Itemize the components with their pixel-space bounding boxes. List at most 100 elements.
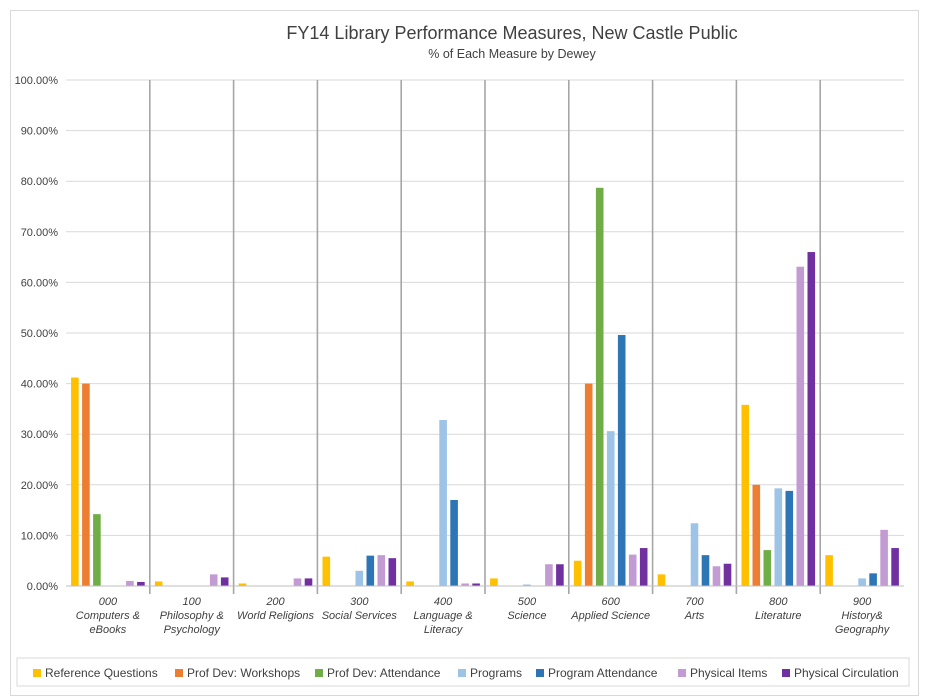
legend-swatch xyxy=(678,669,686,677)
x-tick-line: Arts xyxy=(684,610,705,622)
bar xyxy=(858,578,866,586)
bar xyxy=(490,578,498,586)
legend: Reference Questions Prof Dev: Workshops Pr… xyxy=(16,657,910,687)
legend-label: Program Attendance xyxy=(548,666,658,680)
legend-swatch xyxy=(175,669,183,677)
x-tick-label: 100 Philosophy & Psychology xyxy=(160,596,224,636)
x-tick-line: Language & xyxy=(413,610,472,622)
bar xyxy=(752,484,761,586)
x-tick-line: 300 xyxy=(350,596,369,608)
x-tick-line: History& xyxy=(841,610,883,622)
legend-label: Prof Dev: Workshops xyxy=(187,666,300,680)
bar xyxy=(891,548,899,586)
x-tick-line: 500 xyxy=(518,596,537,608)
bar xyxy=(796,266,805,586)
x-tick-line: Psychology xyxy=(164,624,222,636)
x-tick-line: Applied Science xyxy=(570,610,650,622)
x-tick-label: 300 Social Services xyxy=(322,596,398,622)
bar xyxy=(304,578,313,586)
bar xyxy=(388,558,397,586)
y-tick-label: 70.00% xyxy=(21,227,59,239)
bar xyxy=(154,581,163,586)
bar xyxy=(461,583,469,586)
category-separators xyxy=(149,80,822,594)
legend-label: Prof Dev: Attendance xyxy=(327,666,441,680)
bar xyxy=(869,573,877,586)
y-tick-label: 40.00% xyxy=(21,379,59,391)
y-tick-label: 80.00% xyxy=(21,176,59,188)
bar xyxy=(690,523,699,586)
y-tick-label: 90.00% xyxy=(21,126,59,138)
bar xyxy=(723,563,732,586)
bar xyxy=(126,580,134,586)
bar xyxy=(71,377,79,586)
bar xyxy=(595,187,604,586)
bar xyxy=(701,555,710,586)
bar xyxy=(377,555,386,586)
bar xyxy=(763,550,772,586)
y-tick-label: 30.00% xyxy=(21,429,59,441)
x-tick-line: eBooks xyxy=(90,624,127,636)
x-tick-label: 600 Applied Science xyxy=(570,596,650,622)
x-tick-line: 400 xyxy=(434,596,453,608)
bar xyxy=(606,431,615,586)
x-tick-line: Science xyxy=(507,610,546,622)
bars xyxy=(71,187,899,587)
bar xyxy=(220,577,229,586)
x-tick-line: Social Services xyxy=(322,610,398,622)
x-tick-line: 100 xyxy=(183,596,202,608)
bar xyxy=(617,335,626,586)
bar xyxy=(825,555,833,586)
bar xyxy=(355,570,364,586)
x-tick-line: Literacy xyxy=(424,624,464,636)
x-axis: 000 Computers & eBooks 100 Philosophy & Psych… xyxy=(66,585,904,636)
x-tick-label: 700 Arts xyxy=(684,596,705,622)
y-tick-label: 100.00% xyxy=(15,75,59,87)
x-tick-line: Philosophy & xyxy=(160,610,224,622)
bar xyxy=(573,560,582,586)
x-tick-label: 200 World Religions xyxy=(237,596,315,622)
legend-swatch xyxy=(33,669,41,677)
bar xyxy=(628,554,637,586)
bar xyxy=(82,383,90,586)
y-tick-label: 50.00% xyxy=(21,328,59,340)
y-tick-label: 0.00% xyxy=(27,581,58,593)
x-tick-line: Geography xyxy=(835,624,891,636)
legend-swatch xyxy=(315,669,323,677)
x-tick-line: World Religions xyxy=(237,610,315,622)
bar xyxy=(712,566,721,586)
y-tick-label: 10.00% xyxy=(21,530,59,542)
bar xyxy=(880,529,888,586)
legend-label: Programs xyxy=(470,666,522,680)
chart-subtitle: % of Each Measure by Dewey xyxy=(428,47,596,61)
bar xyxy=(774,488,783,586)
legend-label: Reference Questions xyxy=(45,666,158,680)
bar xyxy=(439,420,447,586)
y-axis: 0.00% 10.00% 20.00% 30.00% 40.00% 50.00% 60.00… xyxy=(15,75,59,593)
legend-swatch xyxy=(782,669,790,677)
bar xyxy=(785,490,794,586)
bar xyxy=(556,564,564,586)
y-tick-label: 60.00% xyxy=(21,277,59,289)
legend-swatch xyxy=(458,669,466,677)
legend-label: Physical Circulation xyxy=(794,666,899,680)
chart-title: FY14 Library Performance Measures, New C… xyxy=(286,23,737,43)
bar xyxy=(93,514,101,586)
bar xyxy=(137,581,145,586)
x-tick-label: 400 Language & Literacy xyxy=(413,596,472,636)
x-tick-line: 000 xyxy=(99,596,118,608)
bar xyxy=(807,252,816,587)
legend-label: Physical Items xyxy=(690,666,767,680)
bar xyxy=(293,578,302,586)
x-tick-line: 600 xyxy=(602,596,621,608)
x-tick-line: 800 xyxy=(769,596,788,608)
bar xyxy=(545,564,553,586)
bar xyxy=(238,583,247,586)
x-tick-line: 900 xyxy=(853,596,872,608)
bar xyxy=(209,574,218,586)
x-tick-line: 200 xyxy=(265,596,285,608)
bar xyxy=(322,556,331,586)
legend-swatch xyxy=(536,669,544,677)
bar xyxy=(472,583,480,586)
